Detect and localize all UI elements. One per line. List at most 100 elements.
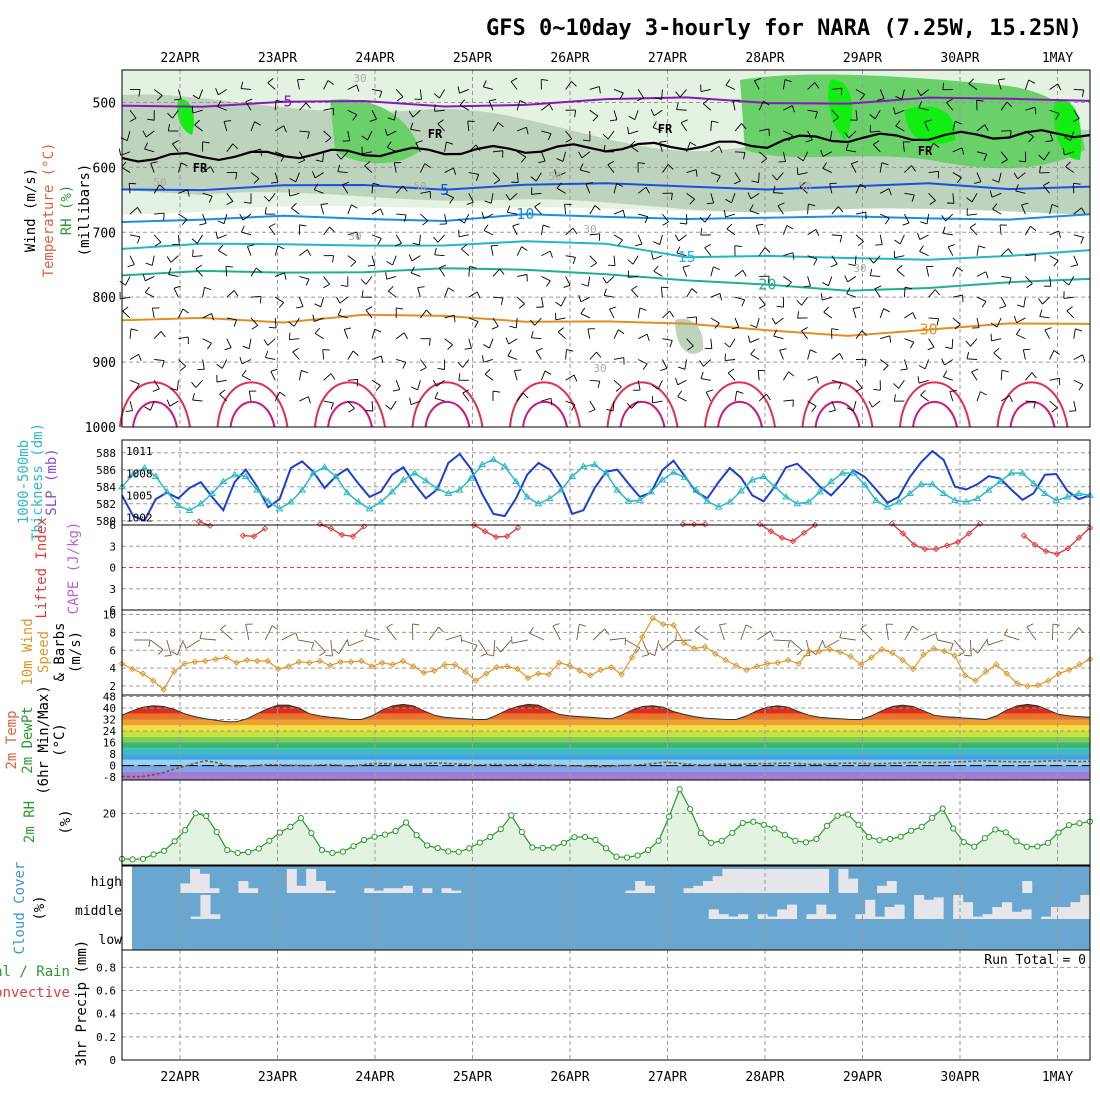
thickness-point bbox=[399, 475, 408, 483]
wind-barb bbox=[516, 151, 527, 158]
wind-barb bbox=[852, 308, 857, 319]
wind10m-barb bbox=[770, 630, 774, 638]
rh2m-point bbox=[802, 839, 810, 846]
wind-barb bbox=[329, 226, 335, 233]
rh-contour-label: 30 bbox=[593, 362, 606, 375]
thickness-point bbox=[827, 477, 835, 485]
wind-barb bbox=[750, 324, 757, 329]
wind-barb bbox=[462, 392, 470, 402]
wind-barb bbox=[966, 351, 970, 359]
wind-barb bbox=[637, 89, 645, 99]
wind-barb bbox=[241, 231, 252, 236]
wind-barb bbox=[971, 368, 979, 373]
thickness-point bbox=[523, 492, 532, 500]
isotherm-label: 20 bbox=[758, 276, 776, 294]
wind-barb bbox=[225, 266, 228, 277]
wind-barb bbox=[637, 234, 643, 245]
wind-barb bbox=[1025, 225, 1031, 236]
cloud-bar-middle bbox=[718, 914, 729, 919]
wind-speed-point bbox=[493, 664, 500, 671]
wind10m-barb bbox=[641, 639, 650, 655]
wind-barb bbox=[453, 167, 457, 175]
rh2m-point bbox=[529, 844, 536, 851]
wind-barb bbox=[920, 89, 929, 97]
wind-barb bbox=[1001, 369, 1009, 373]
wind-barb bbox=[571, 404, 576, 411]
wind-barb bbox=[894, 255, 905, 259]
wind10m-barb bbox=[1026, 626, 1037, 641]
wind-barb bbox=[572, 227, 578, 235]
wind-barb bbox=[1053, 260, 1059, 267]
wind-barb bbox=[520, 156, 527, 163]
wind-speed-point bbox=[712, 650, 719, 658]
wind-barb bbox=[844, 275, 849, 283]
wind-barb bbox=[198, 89, 204, 99]
wind-barb bbox=[578, 294, 582, 302]
wind-barb bbox=[734, 317, 740, 328]
rh2m-point bbox=[350, 843, 357, 850]
cloud-bar-high bbox=[402, 885, 413, 893]
wind-barb bbox=[181, 219, 188, 225]
wind-barb bbox=[250, 267, 257, 277]
rh2m-point bbox=[918, 823, 925, 830]
wind-barb bbox=[531, 192, 542, 195]
thickness-point bbox=[714, 503, 723, 510]
wind-barb bbox=[154, 359, 165, 361]
wind-barb bbox=[976, 271, 987, 277]
wind-barb bbox=[169, 400, 179, 407]
wind-barb bbox=[490, 245, 494, 256]
rh2m-point bbox=[318, 846, 326, 854]
wind-barb bbox=[323, 130, 332, 139]
wind10m-barb bbox=[579, 623, 587, 627]
wind-barb bbox=[1031, 372, 1037, 379]
wind-barb bbox=[827, 276, 833, 286]
lifted-index-point bbox=[965, 530, 973, 537]
wind-barb bbox=[434, 397, 445, 402]
wind-barb bbox=[581, 283, 589, 287]
upper-air-ylabel: (millibars) bbox=[77, 164, 93, 257]
wind-barb bbox=[241, 359, 252, 365]
wind-barb bbox=[874, 285, 882, 290]
wind-barb bbox=[783, 105, 793, 111]
wind-barb bbox=[829, 130, 833, 141]
wind-barb bbox=[144, 142, 148, 150]
wind-barb bbox=[971, 371, 978, 381]
wind10m-barb bbox=[839, 637, 856, 641]
wind-barb bbox=[481, 211, 485, 219]
wind-barb bbox=[661, 89, 663, 100]
wind10m-barb bbox=[364, 635, 381, 641]
wind-barb bbox=[952, 121, 956, 132]
wind-barb bbox=[716, 175, 721, 183]
wind-speed-point bbox=[379, 659, 386, 666]
wind-barb bbox=[138, 89, 141, 97]
wind-barb bbox=[541, 103, 550, 111]
temp-band bbox=[122, 771, 1090, 780]
cloud-bar-high bbox=[770, 869, 781, 893]
wind-barb bbox=[278, 302, 285, 309]
wind-barb bbox=[917, 232, 921, 240]
wind-barb bbox=[519, 100, 527, 104]
wind-barb bbox=[507, 349, 512, 357]
wind-barb bbox=[192, 393, 195, 401]
thickness-point bbox=[253, 486, 261, 493]
wind-barb bbox=[192, 399, 203, 402]
wind-speed-point bbox=[639, 633, 646, 641]
wind-barb bbox=[142, 273, 146, 281]
wind-barb bbox=[609, 306, 617, 310]
wind-barb bbox=[129, 400, 134, 411]
wind-barb bbox=[196, 234, 203, 244]
cloud-bar-high bbox=[248, 888, 259, 893]
wind-barb bbox=[275, 272, 285, 277]
wind-barb bbox=[839, 235, 843, 243]
wind-barb bbox=[603, 144, 606, 153]
rh2m-point bbox=[781, 831, 788, 838]
wind-barb bbox=[590, 262, 597, 268]
wind-barb bbox=[846, 293, 857, 298]
wind-barb bbox=[402, 362, 407, 369]
wind-barb bbox=[854, 255, 857, 266]
date-label-bottom: 29APR bbox=[843, 1070, 882, 1085]
thickness-point bbox=[996, 477, 1004, 485]
wind-barb bbox=[807, 204, 809, 215]
wind-barb bbox=[855, 110, 858, 121]
wind-barb bbox=[679, 89, 687, 98]
